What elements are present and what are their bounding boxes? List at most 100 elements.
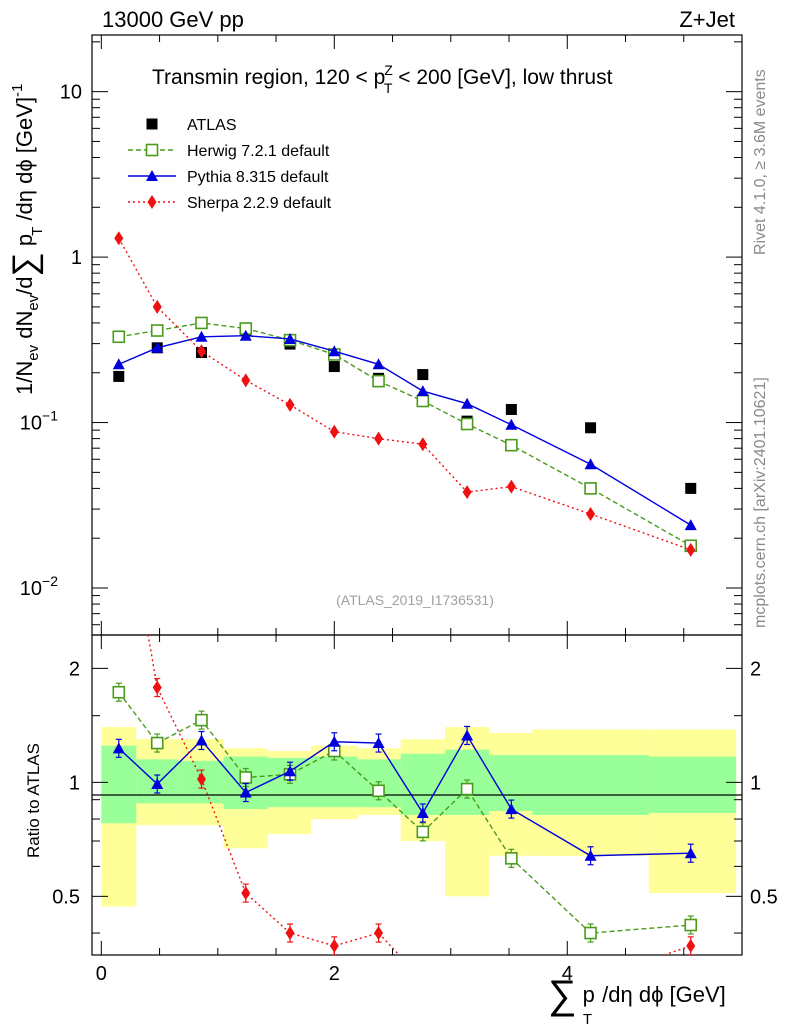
- y-tick-label: 10−1: [20, 408, 58, 435]
- x-tick-label: 0: [96, 963, 107, 985]
- rivet-version-label: Rivet 4.1.0, ≥ 3.6M events: [752, 69, 769, 255]
- atlas-main-point: [585, 422, 597, 434]
- pythia-ratio-line: [118, 734, 691, 857]
- pythia-main-point: [461, 397, 474, 409]
- ylabel-sub2: ev: [25, 294, 42, 310]
- pythia-main-point: [584, 458, 597, 470]
- sherpa-ratio-point: [285, 926, 295, 941]
- herwig-ratio-point: [416, 825, 430, 839]
- sherpa-main-point: [686, 542, 696, 557]
- herwig-main-point: [416, 394, 430, 408]
- sherpa-ratio-point: [152, 680, 162, 695]
- y-tick-exponent: −2: [42, 573, 58, 589]
- legend: ATLAS Herwig 7.2.1 default Pythia 8.315 de…: [128, 117, 332, 212]
- sherpa-ratio-point: [241, 886, 251, 901]
- energy-label: 13000 GeV pp: [102, 7, 244, 32]
- herwig-ratio-point: [112, 685, 126, 699]
- black-square-marker: [146, 118, 158, 130]
- inner-band-bin: [532, 756, 649, 815]
- sherpa-main-point: [506, 479, 516, 494]
- pythia-ratio-point: [284, 765, 297, 777]
- sherpa-main-point: [329, 424, 339, 439]
- herwig-ratio-point: [584, 926, 597, 940]
- ylabel-sum-symbol: ∑: [6, 252, 44, 276]
- ylabel-part2: dN: [12, 311, 37, 345]
- pythia-ratio-point: [684, 847, 697, 859]
- sherpa-main-point: [114, 231, 124, 246]
- pythia-main-line: [118, 334, 692, 526]
- sherpa-main-line: [118, 237, 691, 551]
- inner-band-bin: [648, 756, 737, 814]
- sherpa-main-point: [152, 299, 162, 314]
- ylabel-part5: /dη dϕ [GeV]: [12, 97, 37, 227]
- xlabel-rest: /dη dϕ [GeV]: [596, 982, 726, 1007]
- pythia-main-point: [239, 329, 252, 341]
- y-tick-exponent: −1: [42, 408, 58, 424]
- title-subscript: T: [384, 80, 393, 96]
- pythia-ratio-point: [151, 778, 164, 790]
- atlas-main-point: [113, 370, 125, 382]
- legend-label: Sherpa 2.2.9 default: [187, 195, 332, 212]
- y-tick-label: 10: [60, 82, 82, 104]
- pythia-main-point: [112, 358, 125, 370]
- herwig-main-point: [505, 438, 518, 452]
- sherpa-ratio-point: [686, 938, 696, 953]
- y-tick-base: 10: [20, 578, 42, 600]
- pythia-ratio-point: [195, 734, 208, 746]
- sherpa-main-point: [374, 431, 384, 446]
- ratio-tick-label-right: 0.5: [750, 886, 778, 908]
- sherpa-main-point: [285, 397, 295, 412]
- ylabel-sub1: ev: [25, 344, 42, 360]
- ylabel-part1: 1/N: [12, 361, 37, 395]
- main-y-axis-label: 1/Nev dNev/d∑ pT /dη dϕ [GeV]-1: [6, 84, 46, 395]
- herwig-main-point: [195, 316, 208, 330]
- legend-label: Herwig 7.2.1 default: [187, 143, 330, 160]
- sherpa-ratio-point: [114, 460, 123, 474]
- pythia-ratio-point: [112, 742, 125, 754]
- ratio-tick-label-left: 2: [69, 658, 80, 680]
- y-tick-base: 10: [20, 413, 42, 435]
- atlas-main-point: [505, 403, 517, 415]
- inner-band-bin: [310, 756, 358, 808]
- sherpa-ratio-point: [329, 938, 339, 953]
- pythia-main-point: [151, 341, 164, 353]
- xlabel-sum-symbol: ∑: [548, 973, 577, 1017]
- herwig-main-point: [112, 330, 126, 344]
- herwig-main-point: [460, 417, 474, 431]
- ratio-tick-label-left: 1: [69, 772, 80, 794]
- pythia-main-point: [372, 358, 385, 370]
- sherpa-ratio-point: [418, 973, 427, 987]
- process-label: Z+Jet: [679, 7, 735, 32]
- title-superscript: Z: [384, 62, 393, 78]
- y-tick-label: 1: [71, 247, 82, 269]
- legend-label: ATLAS: [187, 117, 237, 134]
- pythia-ratio-point: [372, 737, 385, 749]
- y-tick-label: 10−2: [20, 573, 58, 600]
- x-tick-label: 4: [562, 963, 573, 985]
- main-series-group: [112, 231, 698, 557]
- ratio-series-group: [112, 460, 698, 987]
- sherpa-main-point: [196, 344, 206, 359]
- pythia-ratio-point: [416, 807, 429, 819]
- ylabel-part4: p: [12, 234, 37, 252]
- sherpa-ratio-point: [507, 973, 516, 987]
- sherpa-ratio-line: [147, 635, 691, 955]
- legend-label: Pythia 8.315 default: [187, 169, 329, 186]
- x-tick-label: 2: [329, 963, 340, 985]
- herwig-ratio-point: [684, 918, 698, 932]
- analysis-reference: (ATLAS_2019_I1736531): [336, 592, 494, 608]
- blue-triangle-marker: [146, 170, 158, 181]
- sherpa-main-point: [462, 485, 472, 500]
- ratio-tick-label-right: 1: [750, 772, 761, 794]
- source-label: mcplots.cern.ch [arXiv:2401.10621]: [752, 377, 769, 628]
- pythia-main-point: [505, 418, 518, 430]
- red-diamond-marker: [147, 195, 157, 209]
- atlas-main-point: [685, 482, 697, 494]
- ylabel-part3: /d: [12, 276, 37, 294]
- pythia-ratio-point: [505, 803, 518, 815]
- atlas-main-point: [417, 369, 429, 381]
- sherpa-main-point: [586, 507, 596, 522]
- herwig-ratio-point: [150, 736, 164, 750]
